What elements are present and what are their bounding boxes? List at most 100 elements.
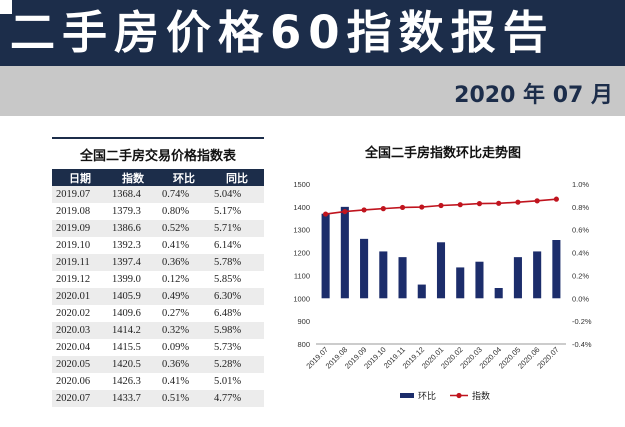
table-row: 2020.06 1426.3 0.41% 5.01% bbox=[52, 373, 264, 390]
legend-swatch-bar bbox=[400, 393, 414, 398]
y-right-tick-label: -0.4% bbox=[572, 340, 592, 349]
table-header-row: 日期 指数 环比 同比 bbox=[52, 169, 264, 186]
cell-mom: 0.49% bbox=[162, 291, 190, 302]
index-point bbox=[476, 201, 483, 207]
index-point bbox=[361, 207, 367, 213]
cell-index: 1415.5 bbox=[112, 342, 141, 353]
report-title: 二手房价格60指数报告 bbox=[10, 6, 555, 59]
cell-index: 1386.6 bbox=[112, 223, 141, 234]
cell-date: 2020.04 bbox=[56, 342, 91, 353]
bar bbox=[321, 213, 330, 299]
bar bbox=[475, 261, 484, 299]
bar bbox=[417, 284, 426, 299]
cell-date: 2020.06 bbox=[56, 376, 91, 387]
table-row: 2020.07 1433.7 0.51% 4.77% bbox=[52, 390, 264, 407]
table-row: 2019.12 1399.0 0.12% 5.85% bbox=[52, 271, 264, 288]
cell-yoy: 5.71% bbox=[214, 223, 242, 234]
cell-mom: 0.80% bbox=[162, 206, 190, 217]
cell-date: 2020.02 bbox=[56, 308, 91, 319]
y-right-tick-label: 1.0% bbox=[572, 180, 589, 189]
legend-label-line: 指数 bbox=[472, 390, 490, 402]
chart-panel: 全国二手房指数环比走势图 800 900 1000 1100 1200 1300 1400 1… bbox=[278, 142, 608, 412]
y-right-tick-label: 0.6% bbox=[572, 226, 589, 235]
col-header-index: 指数 bbox=[122, 171, 144, 185]
cell-index: 1397.4 bbox=[112, 257, 141, 268]
table-row: 2020.03 1414.2 0.32% 5.98% bbox=[52, 322, 264, 339]
cell-index: 1368.4 bbox=[112, 189, 141, 200]
bar bbox=[456, 267, 465, 299]
index-point bbox=[380, 206, 386, 212]
y-right-tick-label: 0.2% bbox=[572, 271, 589, 280]
cell-date: 2020.07 bbox=[56, 393, 91, 404]
cell-index: 1420.5 bbox=[112, 359, 141, 370]
y-right-tick-label: 0.4% bbox=[572, 249, 589, 258]
index-point bbox=[553, 196, 559, 202]
col-header-yoy: 同比 bbox=[226, 171, 248, 185]
y-left-tick-label: 1300 bbox=[293, 226, 310, 235]
index-point bbox=[342, 208, 348, 215]
col-header-mom: 环比 bbox=[173, 171, 195, 185]
cell-date: 2019.10 bbox=[56, 240, 91, 251]
cell-yoy: 6.14% bbox=[214, 240, 242, 251]
chart-title: 全国二手房指数环比走势图 bbox=[364, 146, 521, 161]
table-row: 2019.10 1392.3 0.41% 6.14% bbox=[52, 237, 264, 254]
cell-index: 1433.7 bbox=[112, 393, 141, 404]
y-left-tick-label: 1100 bbox=[294, 271, 310, 280]
table-row: 2019.09 1386.6 0.52% 5.71% bbox=[52, 220, 264, 237]
y-right-tick-label: 0.0% bbox=[572, 294, 589, 303]
cell-date: 2020.01 bbox=[56, 291, 91, 302]
cell-yoy: 5.04% bbox=[214, 189, 242, 200]
cell-mom: 0.27% bbox=[162, 308, 190, 319]
bar bbox=[398, 257, 407, 299]
cell-mom: 0.32% bbox=[162, 325, 190, 336]
y-left-tick-label: 1500 bbox=[293, 180, 310, 189]
table-row: 2020.01 1405.9 0.49% 6.30% bbox=[52, 288, 264, 305]
cell-yoy: 6.30% bbox=[214, 291, 242, 302]
cell-date: 2020.03 bbox=[56, 325, 91, 336]
y-left-tick-label: 800 bbox=[297, 340, 310, 349]
header-banner: 二手房价格60指数报告 bbox=[0, 0, 625, 66]
table-row: 2020.04 1415.5 0.09% 5.73% bbox=[52, 339, 264, 356]
report-date: 2020 年 07 月 bbox=[454, 83, 613, 108]
y-left-tick-label: 900 bbox=[297, 317, 310, 326]
table-row: 2020.05 1420.5 0.36% 5.28% bbox=[52, 356, 264, 373]
cell-index: 1392.3 bbox=[112, 240, 141, 251]
banner-corner bbox=[0, 0, 12, 14]
index-point bbox=[438, 202, 444, 209]
cell-date: 2019.08 bbox=[56, 206, 91, 217]
cell-date: 2019.12 bbox=[56, 274, 91, 285]
cell-yoy: 5.73% bbox=[214, 342, 242, 353]
col-header-date: 日期 bbox=[69, 171, 91, 185]
cell-index: 1399.0 bbox=[112, 274, 141, 285]
cell-yoy: 6.48% bbox=[214, 308, 242, 319]
cell-date: 2020.05 bbox=[56, 359, 91, 370]
index-point bbox=[515, 199, 521, 205]
cell-mom: 0.74% bbox=[162, 189, 190, 200]
cell-mom: 0.09% bbox=[162, 342, 190, 353]
cell-yoy: 4.77% bbox=[214, 393, 242, 404]
bar bbox=[513, 257, 522, 299]
table-title: 全国二手房交易价格指数表 bbox=[79, 149, 236, 164]
table-row: 2019.07 1368.4 0.74% 5.04% bbox=[52, 186, 264, 203]
cell-mom: 0.41% bbox=[162, 240, 190, 251]
cell-mom: 0.41% bbox=[162, 376, 190, 387]
cell-yoy: 5.17% bbox=[214, 206, 242, 217]
legend-label-bar: 环比 bbox=[418, 390, 436, 402]
bar bbox=[379, 251, 388, 299]
cell-mom: 0.51% bbox=[162, 393, 190, 404]
legend-swatch-point bbox=[456, 392, 462, 399]
cell-date: 2019.09 bbox=[56, 223, 91, 234]
y-right-tick-label: 0.8% bbox=[572, 203, 589, 212]
cell-index: 1426.3 bbox=[112, 376, 141, 387]
cell-date: 2019.07 bbox=[56, 189, 91, 200]
y-left-tick-label: 1200 bbox=[293, 249, 310, 258]
cell-index: 1414.2 bbox=[112, 325, 141, 336]
bar bbox=[340, 206, 349, 299]
table-top-rule bbox=[52, 137, 264, 139]
cell-yoy: 5.78% bbox=[214, 257, 242, 268]
trend-chart: 800 900 1000 1100 1200 1300 1400 1500 -0.4% -0.2%… bbox=[293, 180, 592, 402]
index-point bbox=[399, 204, 406, 211]
y-left-tick-label: 1400 bbox=[293, 203, 310, 212]
x-tick-label: 2020.07 bbox=[535, 345, 561, 371]
cell-index: 1405.9 bbox=[112, 291, 141, 302]
